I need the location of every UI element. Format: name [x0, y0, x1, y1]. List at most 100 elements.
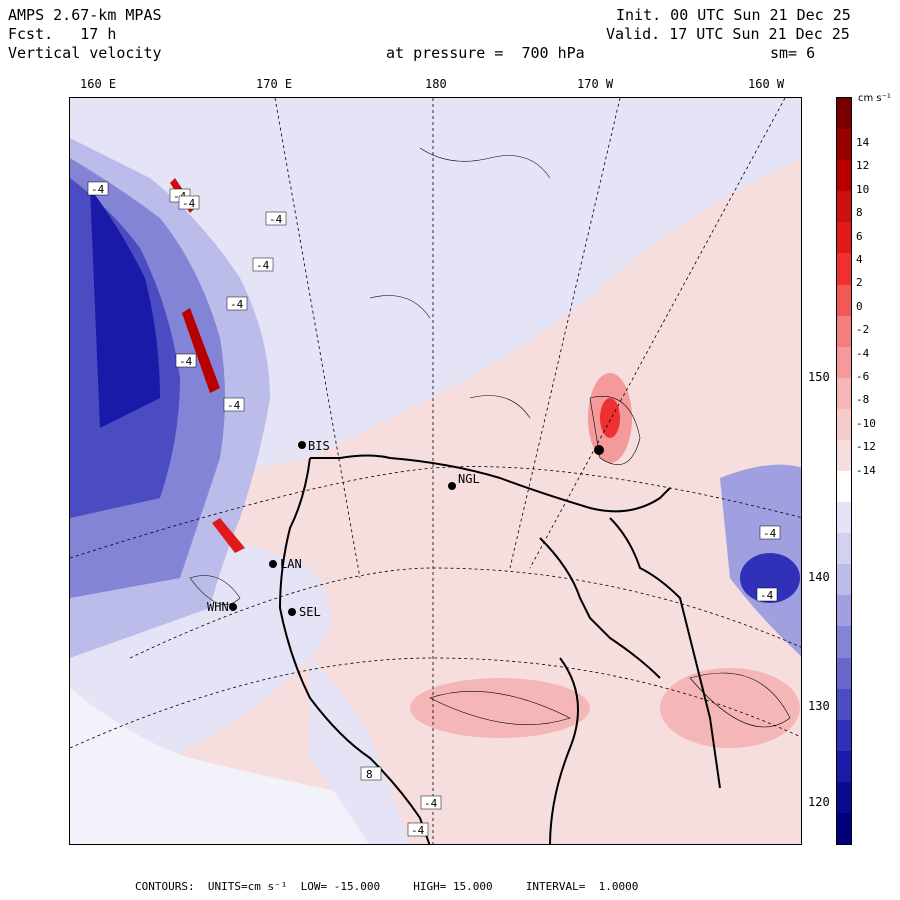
contour-label: -4 — [91, 183, 105, 196]
colorbar-segment — [837, 408, 851, 441]
station-label-sel: SEL — [299, 605, 321, 619]
red-streak-3 — [212, 518, 245, 553]
valid-time: Valid. 17 UTC Sun 21 Dec 25 — [606, 25, 850, 43]
colorbar — [836, 97, 852, 845]
lon-label-170w: 170 W — [577, 77, 614, 91]
colorbar-tick: 0 — [856, 299, 863, 313]
land-southwest — [70, 688, 370, 844]
colorbar-segment — [837, 657, 851, 690]
lat-label-140w: 140 W — [808, 570, 845, 584]
map-panel: BIS NGL LAN SEL WHN -4 -4 -4 -4 -4 -4 -4… — [69, 97, 802, 845]
colorbar-segment — [837, 98, 851, 130]
footer-low: LOW= -15.000 — [300, 880, 381, 893]
colorbar-segment — [837, 781, 851, 814]
contour-label: -4 — [182, 197, 196, 210]
station-dot-lan — [269, 560, 277, 568]
station-dot-sel — [288, 608, 296, 616]
colorbar-segment — [837, 502, 851, 534]
station-label-whn: WHN — [207, 600, 229, 614]
colorbar-segment — [837, 315, 851, 348]
colorbar-tick: -10 — [856, 416, 876, 430]
footer-label: CONTOURS: — [135, 880, 195, 893]
colorbar-units: cm s⁻¹ — [858, 93, 891, 104]
station-dot-extra — [594, 445, 604, 455]
station-label-lan: LAN — [280, 557, 302, 571]
updraft-band-south — [410, 678, 590, 738]
contour-label: -4 — [230, 298, 244, 311]
contour-label: -4 — [269, 213, 283, 226]
contour-label: -4 — [227, 399, 241, 412]
station-label-ngl: NGL — [458, 472, 480, 486]
subsidence-east-core — [740, 553, 800, 603]
contours — [189, 147, 791, 728]
colorbar-segment — [837, 377, 851, 410]
map-svg: BIS NGL LAN SEL WHN -4 -4 -4 -4 -4 -4 -4… — [70, 98, 801, 844]
lat-label-130w: 130 W — [808, 699, 845, 713]
coastline — [278, 454, 721, 844]
colorbar-tick: 2 — [856, 276, 863, 290]
colorbar-segment — [837, 626, 851, 658]
colorbar-tick: -14 — [856, 463, 876, 477]
colorbar-tick: 4 — [856, 253, 863, 266]
colorbar-tick: 8 — [856, 206, 863, 220]
colorbar-segment — [837, 564, 851, 596]
updraft-core-1 — [600, 398, 620, 438]
model-title: AMPS 2.67-km MPAS — [8, 6, 162, 24]
red-streak-2 — [182, 308, 220, 393]
contour-label: -4 — [760, 589, 774, 602]
colorbar-tick: 14 — [856, 136, 870, 149]
colorbar-segment — [837, 439, 851, 472]
contour-label: -4 — [424, 797, 438, 810]
contour-label: -4 — [763, 527, 777, 540]
blue-band-core — [90, 188, 160, 428]
smoothing: sm= 6 — [770, 44, 816, 62]
station-label-bis: BIS — [308, 439, 330, 453]
footer-high: HIGH= 15.000 — [413, 880, 493, 893]
colorbar-segment — [837, 160, 851, 192]
forecast-hour: Fcst. 17 h — [8, 25, 117, 43]
colorbar-tick: -2 — [856, 323, 870, 337]
contour-value-labels: -4 -4 -4 -4 -4 -4 -4 -4 -4 -4 8 -4 -4 — [87, 181, 781, 837]
colorbar-tick: -8 — [856, 393, 870, 407]
colorbar-segment — [837, 688, 851, 721]
pressure-level: at pressure = 700 hPa — [386, 44, 585, 62]
contour-label: 8 — [366, 768, 373, 781]
lon-label-180: 180 — [425, 77, 447, 91]
colorbar-tick: 10 — [856, 182, 870, 196]
contour-label: -4 — [411, 824, 425, 837]
lat-label-120w: 120 W — [808, 795, 845, 809]
station-dot-ngl — [448, 482, 456, 490]
colorbar-segment — [837, 471, 851, 503]
footer: CONTOURS: UNITS=cm s⁻¹ LOW= -15.000 HIGH… — [135, 880, 638, 893]
colorbar-segment — [837, 595, 851, 627]
lon-label-170e: 170 E — [256, 77, 293, 91]
colorbar-tick: 12 — [856, 159, 870, 173]
colorbar-segment — [837, 533, 851, 565]
init-time: Init. 00 UTC Sun 21 Dec 25 — [616, 6, 851, 24]
colorbar-tick: 6 — [856, 229, 863, 243]
colorbar-segment — [837, 719, 851, 752]
contour-label: -4 — [179, 355, 193, 368]
colorbar-tick: -12 — [856, 440, 876, 454]
colorbar-segment — [837, 191, 851, 223]
graticule — [70, 98, 801, 844]
colorbar-segment — [837, 346, 851, 379]
station-dot-whn — [229, 603, 237, 611]
colorbar-segment — [837, 750, 851, 783]
station-dot-bis — [298, 441, 306, 449]
contour-label: -4 — [256, 259, 270, 272]
colorbar-segment — [837, 812, 851, 845]
lon-label-160w: 160 W — [748, 77, 785, 91]
lat-label-150w: 150 W — [808, 370, 845, 384]
colorbar-tick: -6 — [856, 370, 870, 383]
field-name: Vertical velocity — [8, 44, 162, 62]
colorbar-segment — [837, 129, 851, 161]
station-markers — [229, 441, 604, 616]
colorbar-tick: -4 — [856, 346, 870, 360]
lon-label-160e: 160 E — [80, 77, 117, 91]
footer-interval: INTERVAL= 1.0000 — [525, 880, 639, 893]
colorbar-segment — [837, 253, 851, 285]
colorbar-segment — [837, 222, 851, 254]
footer-units: UNITS=cm s⁻¹ — [207, 880, 288, 893]
colorbar-segment — [837, 284, 851, 317]
